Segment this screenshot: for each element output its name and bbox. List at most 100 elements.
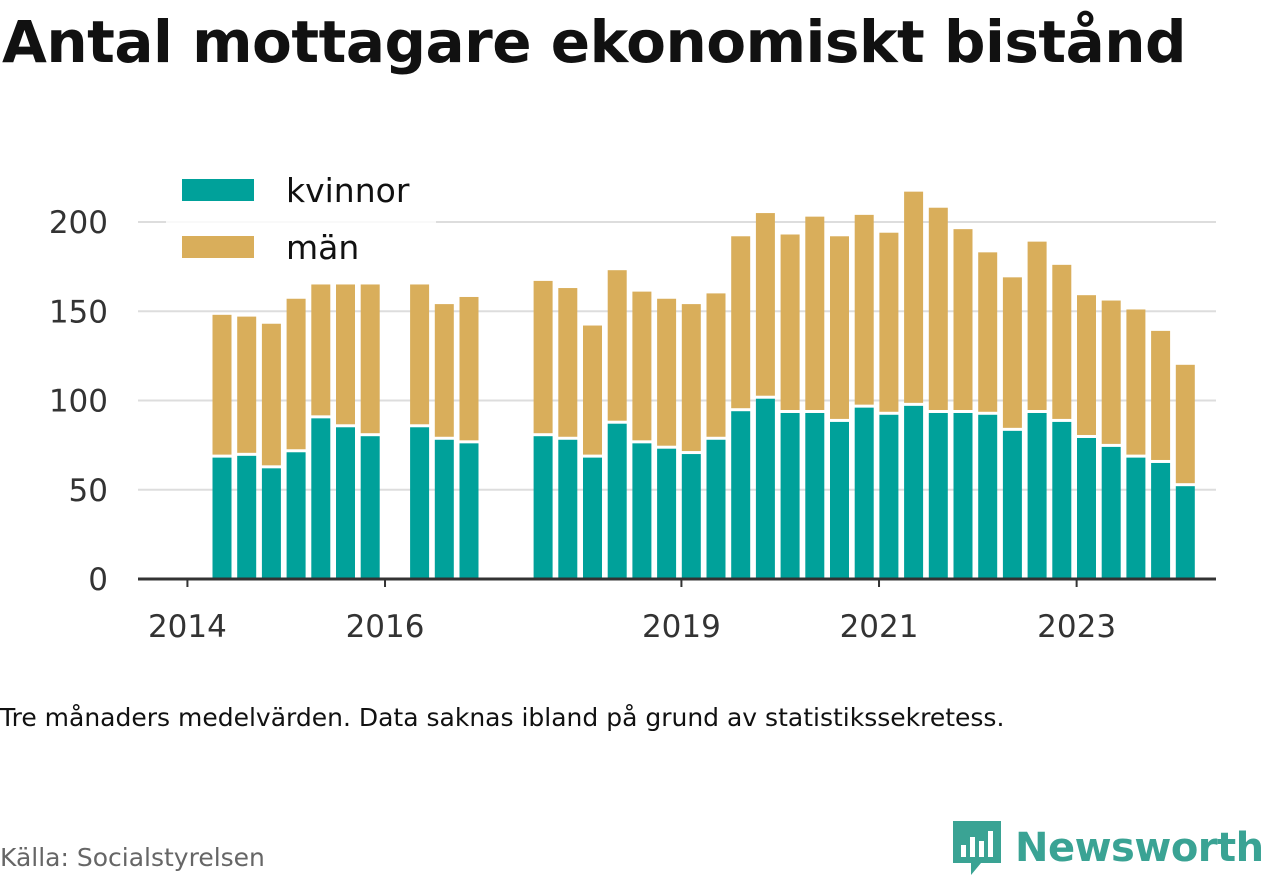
- bar-man: [434, 304, 454, 437]
- bar-man: [854, 214, 874, 405]
- y-tick-label: 100: [49, 384, 108, 420]
- bar-kvinnor: [978, 414, 998, 579]
- bar-man: [336, 284, 355, 425]
- bar-kvinnor: [706, 439, 726, 579]
- legend-swatch: [182, 236, 254, 258]
- bar-man: [1101, 300, 1121, 444]
- bar-stack: [583, 325, 602, 579]
- bar-man: [928, 207, 948, 410]
- bar-kvinnor: [212, 457, 232, 579]
- bar-man: [607, 270, 627, 421]
- bar-man: [780, 234, 800, 410]
- bar-stack: [731, 236, 751, 579]
- bar-kvinnor: [780, 412, 800, 579]
- bar-man: [805, 216, 825, 410]
- bar-stack: [657, 298, 677, 579]
- bar-man: [533, 280, 553, 434]
- bar-stack: [1052, 264, 1072, 579]
- bar-kvinnor: [360, 436, 380, 579]
- bar-man: [360, 284, 380, 434]
- bar-man: [904, 191, 924, 403]
- bar-man: [286, 298, 306, 450]
- x-axis: 2014 2016 2019 2021 2023: [138, 577, 1216, 645]
- bar-man: [953, 229, 973, 410]
- bar-kvinnor: [261, 468, 281, 579]
- bar-stack: [212, 314, 232, 579]
- legend-label: män: [286, 228, 359, 267]
- bar-stack: [805, 216, 825, 579]
- bar-man: [1052, 264, 1072, 419]
- bar-kvinnor: [731, 411, 751, 579]
- bar-stack: [879, 232, 899, 579]
- bar-stack: [706, 293, 726, 579]
- bar-stack: [904, 191, 924, 579]
- bar-kvinnor: [928, 412, 948, 579]
- bar-man: [879, 232, 899, 412]
- bar-stack: [237, 316, 257, 579]
- bar-man: [632, 291, 652, 441]
- bar-kvinnor: [336, 427, 355, 579]
- bar-stack: [978, 252, 998, 579]
- bar-man: [681, 304, 701, 452]
- bar-stack: [1002, 277, 1022, 579]
- bar-kvinnor: [410, 427, 430, 579]
- y-tick-label: 200: [49, 205, 108, 241]
- bar-stack: [1101, 300, 1121, 579]
- bar-kvinnor: [681, 454, 701, 579]
- bar-kvinnor: [434, 439, 454, 579]
- x-tick-label: 2021: [840, 609, 919, 645]
- bar-kvinnor: [1126, 457, 1146, 579]
- bar-stack: [533, 280, 553, 579]
- x-tick-label: 2019: [642, 609, 721, 645]
- x-tick-label: 2016: [346, 609, 425, 645]
- newsworthy-brand[interactable]: Newsworthy: [951, 818, 1262, 878]
- bar-kvinnor: [879, 414, 899, 579]
- y-tick-label: 150: [49, 294, 108, 330]
- bar-kvinnor: [1052, 421, 1072, 579]
- bar-kvinnor: [1002, 430, 1022, 579]
- bar-stack: [681, 304, 701, 579]
- bar-kvinnor: [854, 407, 874, 579]
- bar-kvinnor: [311, 418, 331, 579]
- bar-stack: [434, 304, 454, 579]
- bar-stack: [755, 213, 775, 579]
- bar-man: [1151, 330, 1171, 460]
- bar-kvinnor: [904, 405, 924, 579]
- y-axis-ticks: 0 50 100 150 200: [49, 205, 108, 598]
- bar-man: [459, 296, 479, 441]
- bar-stack: [1151, 330, 1171, 579]
- bar-stack: [410, 284, 430, 579]
- bar-man: [583, 325, 602, 455]
- bar-kvinnor: [583, 457, 602, 579]
- bar-stack: [1126, 309, 1146, 579]
- legend-label: kvinnor: [286, 171, 410, 210]
- x-tick-label: 2014: [148, 609, 227, 645]
- bar-kvinnor: [657, 448, 677, 579]
- bar-kvinnor: [533, 436, 553, 579]
- bar-kvinnor: [459, 443, 479, 579]
- bar-stack: [459, 296, 479, 579]
- y-tick-label: 50: [69, 473, 108, 509]
- y-tick-label: 0: [88, 562, 108, 598]
- bar-kvinnor: [1175, 486, 1195, 579]
- source-text: Källa: Socialstyrelsen: [0, 843, 265, 872]
- bar-kvinnor: [1101, 446, 1121, 579]
- bar-stack: [311, 284, 331, 579]
- x-tick-label: 2023: [1037, 609, 1116, 645]
- bar-kvinnor: [1151, 462, 1171, 579]
- bar-stack: [953, 229, 973, 579]
- bar-stack: [632, 291, 652, 579]
- bar-stack: [854, 214, 874, 579]
- bar-man: [1126, 309, 1146, 455]
- stacked-bar-chart: 0 50 100 150 200 2014 2016 2019 2021 2023 kvinno…: [48, 171, 1216, 645]
- brand-name: Newsworthy: [1015, 825, 1262, 871]
- bar-stack: [286, 298, 306, 579]
- bar-man: [657, 298, 677, 446]
- bar-kvinnor: [237, 455, 257, 579]
- bar-man: [311, 284, 331, 416]
- bar-kvinnor: [830, 421, 849, 579]
- bar-kvinnor: [607, 423, 627, 579]
- bar-kvinnor: [1077, 437, 1096, 579]
- bar-man: [755, 213, 775, 396]
- bar-man: [212, 314, 232, 455]
